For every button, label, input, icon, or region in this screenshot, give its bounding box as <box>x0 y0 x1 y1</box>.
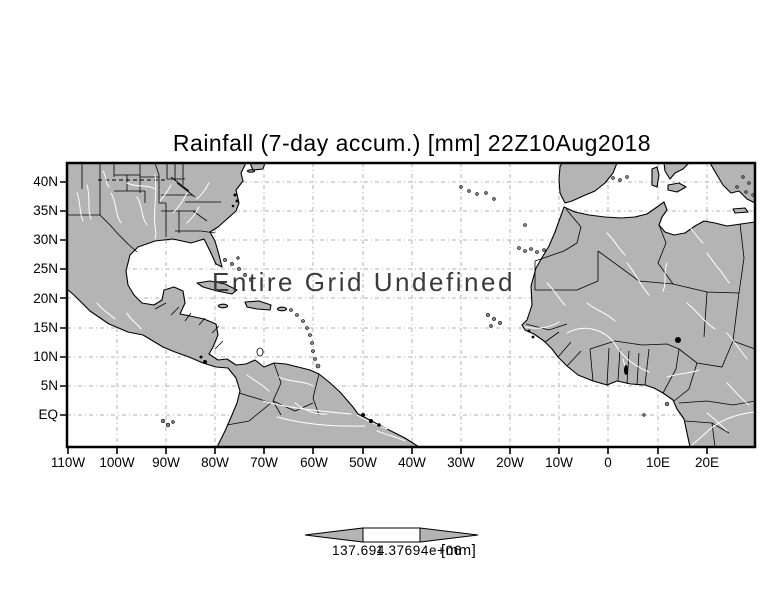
graticule <box>67 163 755 447</box>
lat-axis-label: 35N <box>33 203 58 218</box>
nova-scotia-landmass <box>249 163 266 171</box>
small-islands <box>161 175 755 427</box>
political-borders <box>67 163 755 447</box>
colorbar-left-arrow <box>304 527 364 543</box>
lon-axis-label: 30W <box>447 455 475 470</box>
balkans-landmass <box>709 163 755 204</box>
sicily-island <box>667 182 687 193</box>
rivers <box>76 170 755 446</box>
lon-axis-label: 110W <box>50 455 86 470</box>
lat-axis-label: 30N <box>33 232 58 247</box>
colorbar-value-right: 1.37694e+06 <box>376 543 462 558</box>
africa-landmass <box>521 201 755 447</box>
lat-axis-label: 10N <box>33 349 58 364</box>
lon-axis-label: 20W <box>496 455 524 470</box>
lon-axis-label: 10E <box>645 455 671 470</box>
colorbar-value-left: 137.694 <box>332 543 385 558</box>
overlay-message: Entire Grid Undefined <box>212 267 515 297</box>
colorbar-box <box>362 527 421 543</box>
lon-axis-label: 40W <box>398 455 426 470</box>
sardinia-island <box>651 166 660 188</box>
plot-title: Rainfall (7-day accum.) [mm] 22Z10Aug201… <box>172 130 652 156</box>
lake-maracaibo <box>256 347 264 357</box>
lakes <box>199 193 681 427</box>
lat-axis-label: 15N <box>33 320 58 335</box>
colorbar-units: [mm] <box>441 542 477 559</box>
lon-axis-label: 80W <box>201 455 229 470</box>
cuba-island <box>196 280 238 295</box>
colorbar-right-arrow <box>419 527 479 543</box>
lon-axis-label: 90W <box>152 455 180 470</box>
iberia-landmass <box>558 163 618 204</box>
long-island <box>246 169 256 173</box>
lat-axis-ticks <box>60 181 67 416</box>
lon-axis-label: 20E <box>694 455 720 470</box>
plot-frame <box>65 161 757 449</box>
lat-axis-label: 20N <box>33 291 58 306</box>
lat-axis-label: 25N <box>33 261 58 276</box>
jamaica-island <box>217 303 229 309</box>
lon-axis-label: 50W <box>349 455 377 470</box>
lon-axis-label: 60W <box>300 455 328 470</box>
lon-axis-label: 70W <box>250 455 278 470</box>
colorbar <box>304 527 479 543</box>
lat-axis-label: 5N <box>40 378 58 393</box>
americas-landmass <box>67 163 420 447</box>
lon-axis-ticks <box>67 447 708 454</box>
italy-landmass <box>663 163 690 180</box>
crete-island <box>732 207 749 214</box>
map-plot: Entire Grid Undefined <box>60 161 757 454</box>
puerto-rico-island <box>276 306 288 312</box>
lon-axis-label: 0 <box>604 455 612 470</box>
hispaniola-island <box>244 300 272 311</box>
lon-axis-label: 10W <box>545 455 573 470</box>
lat-axis-label: EQ <box>38 407 58 422</box>
lon-axis-label: 100W <box>99 455 135 470</box>
lat-axis-label: 40N <box>33 174 58 189</box>
